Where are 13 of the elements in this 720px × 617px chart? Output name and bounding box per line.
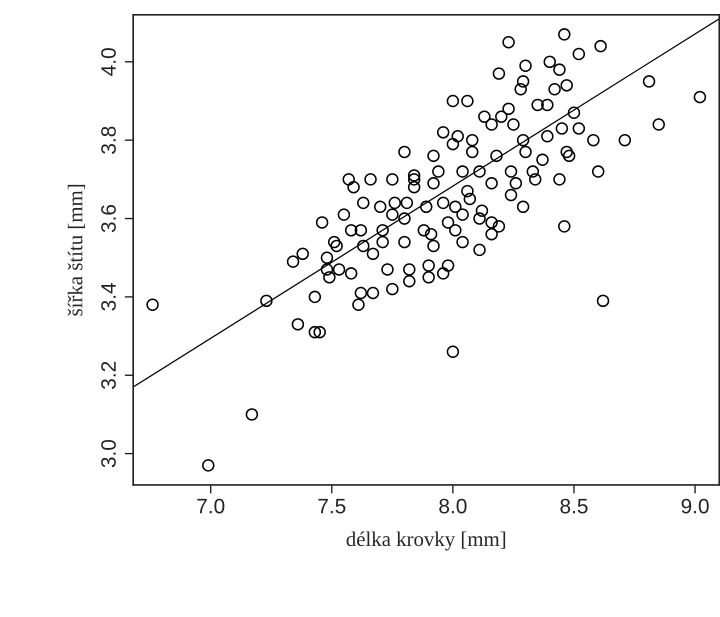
- y-tick-label: 3.2: [101, 362, 116, 389]
- y-tick-label: 3.6: [101, 204, 116, 232]
- x-tick-label: 8.5: [560, 498, 588, 514]
- y-tick-label: 3.8: [101, 126, 116, 154]
- y-axis-title: šířka štítu [mm]: [68, 184, 86, 316]
- x-tick-label: 7.0: [197, 498, 224, 514]
- y-tick-label: 3.0: [101, 440, 116, 468]
- y-tick-label: 4.0: [101, 48, 116, 76]
- x-tick-label: 8.0: [439, 498, 467, 514]
- x-tick-label: 7.5: [318, 498, 346, 514]
- x-tick-label: 9.0: [682, 498, 709, 514]
- x-axis-title: délka krovky [mm]: [346, 531, 506, 550]
- y-tick-label: 3.4: [101, 283, 116, 311]
